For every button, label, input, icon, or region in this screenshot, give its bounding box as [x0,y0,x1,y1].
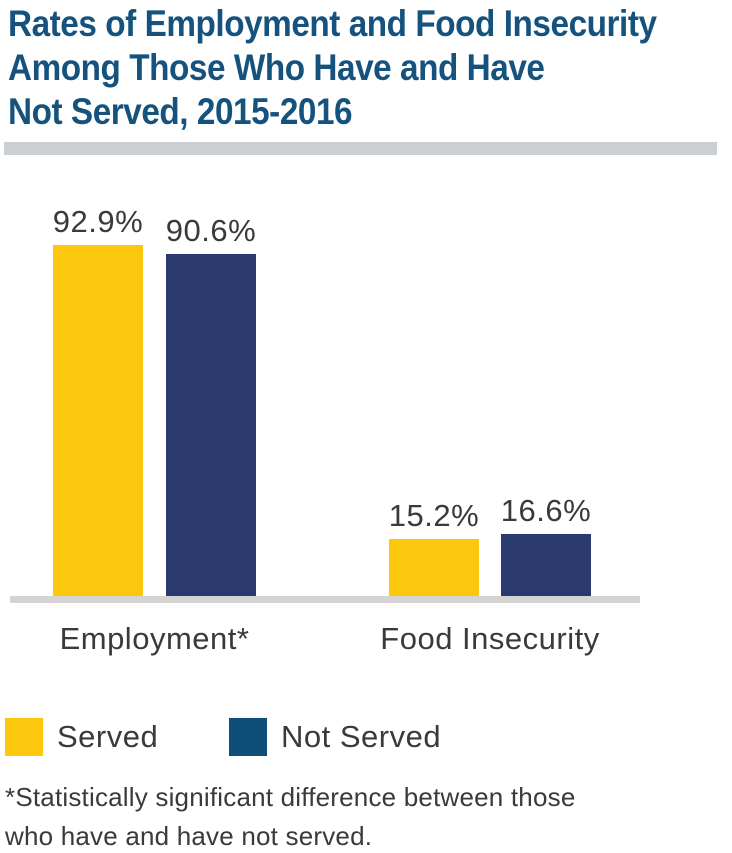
bar-served-food-insecurity [389,539,479,597]
category-label-employment: Employment* [59,621,250,656]
value-label-not-served-food-insecurity: 16.6% [500,493,592,528]
x-axis-baseline [10,596,640,603]
legend: Served Not Served [5,718,725,756]
footnote-line-1: *Statistically significant difference be… [5,782,576,812]
chart-title-line-2: Among Those Who Have and Have [8,47,545,88]
legend-item-served: Served [5,718,158,756]
value-label-served-employment: 92.9% [52,204,144,239]
chart-title-line-3: Not Served, 2015-2016 [8,91,353,132]
footnote: *Statistically significant difference be… [5,778,575,853]
chart-title-line-1: Rates of Employment and Food Insecurity [8,3,657,44]
legend-label-served: Served [57,719,159,754]
value-label-not-served-employment: 90.6% [165,213,257,248]
value-label-served-food-insecurity: 15.2% [388,498,480,533]
legend-label-not-served: Not Served [281,719,442,754]
bar-served-employment [53,245,143,597]
legend-item-not-served: Not Served [229,718,441,756]
category-label-food-insecurity: Food Insecurity [380,621,600,656]
bar-not-served-food-insecurity [501,534,591,597]
bar-not-served-employment [166,254,256,597]
footnote-line-2: who have and have not served. [5,821,373,851]
divider-bar [4,142,717,155]
legend-swatch-served [5,718,43,756]
legend-swatch-not-served [229,718,267,756]
chart-title: Rates of Employment and Food Insecurity … [8,2,729,134]
